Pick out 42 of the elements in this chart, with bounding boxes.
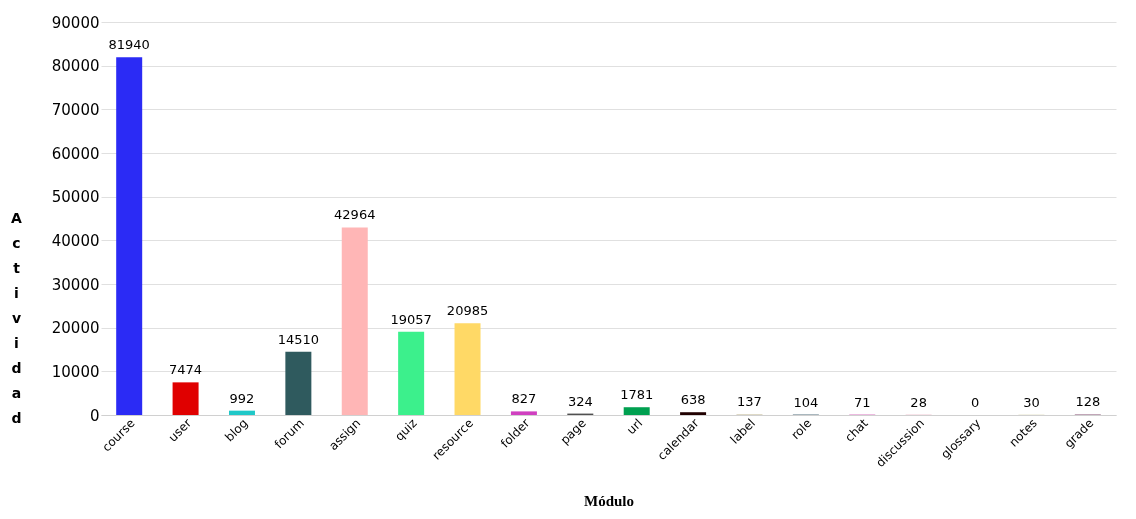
data-label: 81940 [108, 37, 150, 53]
x-axis-title: Módulo [583, 493, 635, 510]
data-label: 128 [1075, 394, 1101, 410]
y-tick-label: 10000 [51, 362, 100, 381]
y-tick-label: 0 [89, 406, 100, 425]
data-label: 137 [737, 394, 762, 410]
data-label: 104 [793, 394, 819, 410]
data-label: 42964 [334, 207, 376, 223]
y-tick-label: 60000 [51, 144, 100, 163]
x-tick-label: url [624, 416, 646, 438]
bar [680, 412, 707, 415]
data-label: 1781 [620, 387, 654, 403]
text: Actividad [11, 210, 22, 426]
data-label: 71 [853, 394, 871, 410]
bar [454, 323, 481, 415]
data-label: 992 [229, 390, 255, 406]
bar [510, 411, 537, 415]
bar [116, 57, 143, 415]
data-label: 20985 [446, 303, 489, 319]
y-tick-label: 50000 [51, 188, 100, 207]
bar [228, 410, 255, 415]
data-label: 14510 [277, 331, 320, 347]
data-label: 30 [1023, 394, 1040, 410]
x-tick-label: role [788, 416, 815, 443]
bar [398, 331, 425, 415]
data-label: 7474 [169, 362, 203, 378]
data-label: 827 [511, 391, 537, 407]
y-tick-label: 20000 [51, 319, 100, 338]
data-label: 638 [680, 392, 706, 408]
bar [623, 407, 650, 415]
data-label: 19057 [390, 311, 432, 327]
y-tick-label: 30000 [51, 275, 100, 294]
bar [172, 382, 199, 415]
y-tick-label: 40000 [51, 231, 100, 250]
y-tick-label: 90000 [51, 13, 100, 32]
y-tick-label: 70000 [51, 100, 100, 119]
data-label: 28 [910, 394, 927, 410]
data-label: 324 [567, 393, 593, 409]
y-tick-label: 80000 [51, 57, 100, 76]
bar [341, 227, 368, 415]
bar [285, 351, 312, 415]
data-label: 0 [970, 395, 980, 410]
